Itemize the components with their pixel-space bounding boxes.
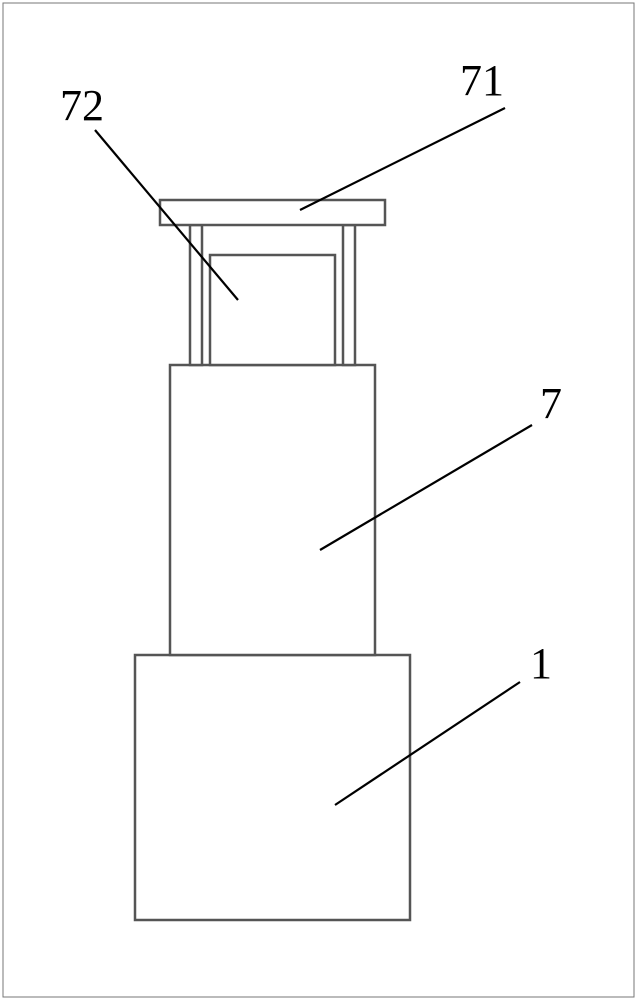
label-71: 71 [460,56,504,105]
label-1: 1 [530,639,552,688]
shape-top-plate [160,200,385,225]
diagram-canvas: 71 72 7 1 [0,0,637,1000]
label-7: 7 [540,379,562,428]
shape-base [135,655,410,920]
leader-71 [300,108,505,210]
shape-inner-block [210,255,335,365]
shape-mid [170,365,375,655]
label-72: 72 [60,81,104,130]
shape-pillar-right [343,225,355,365]
